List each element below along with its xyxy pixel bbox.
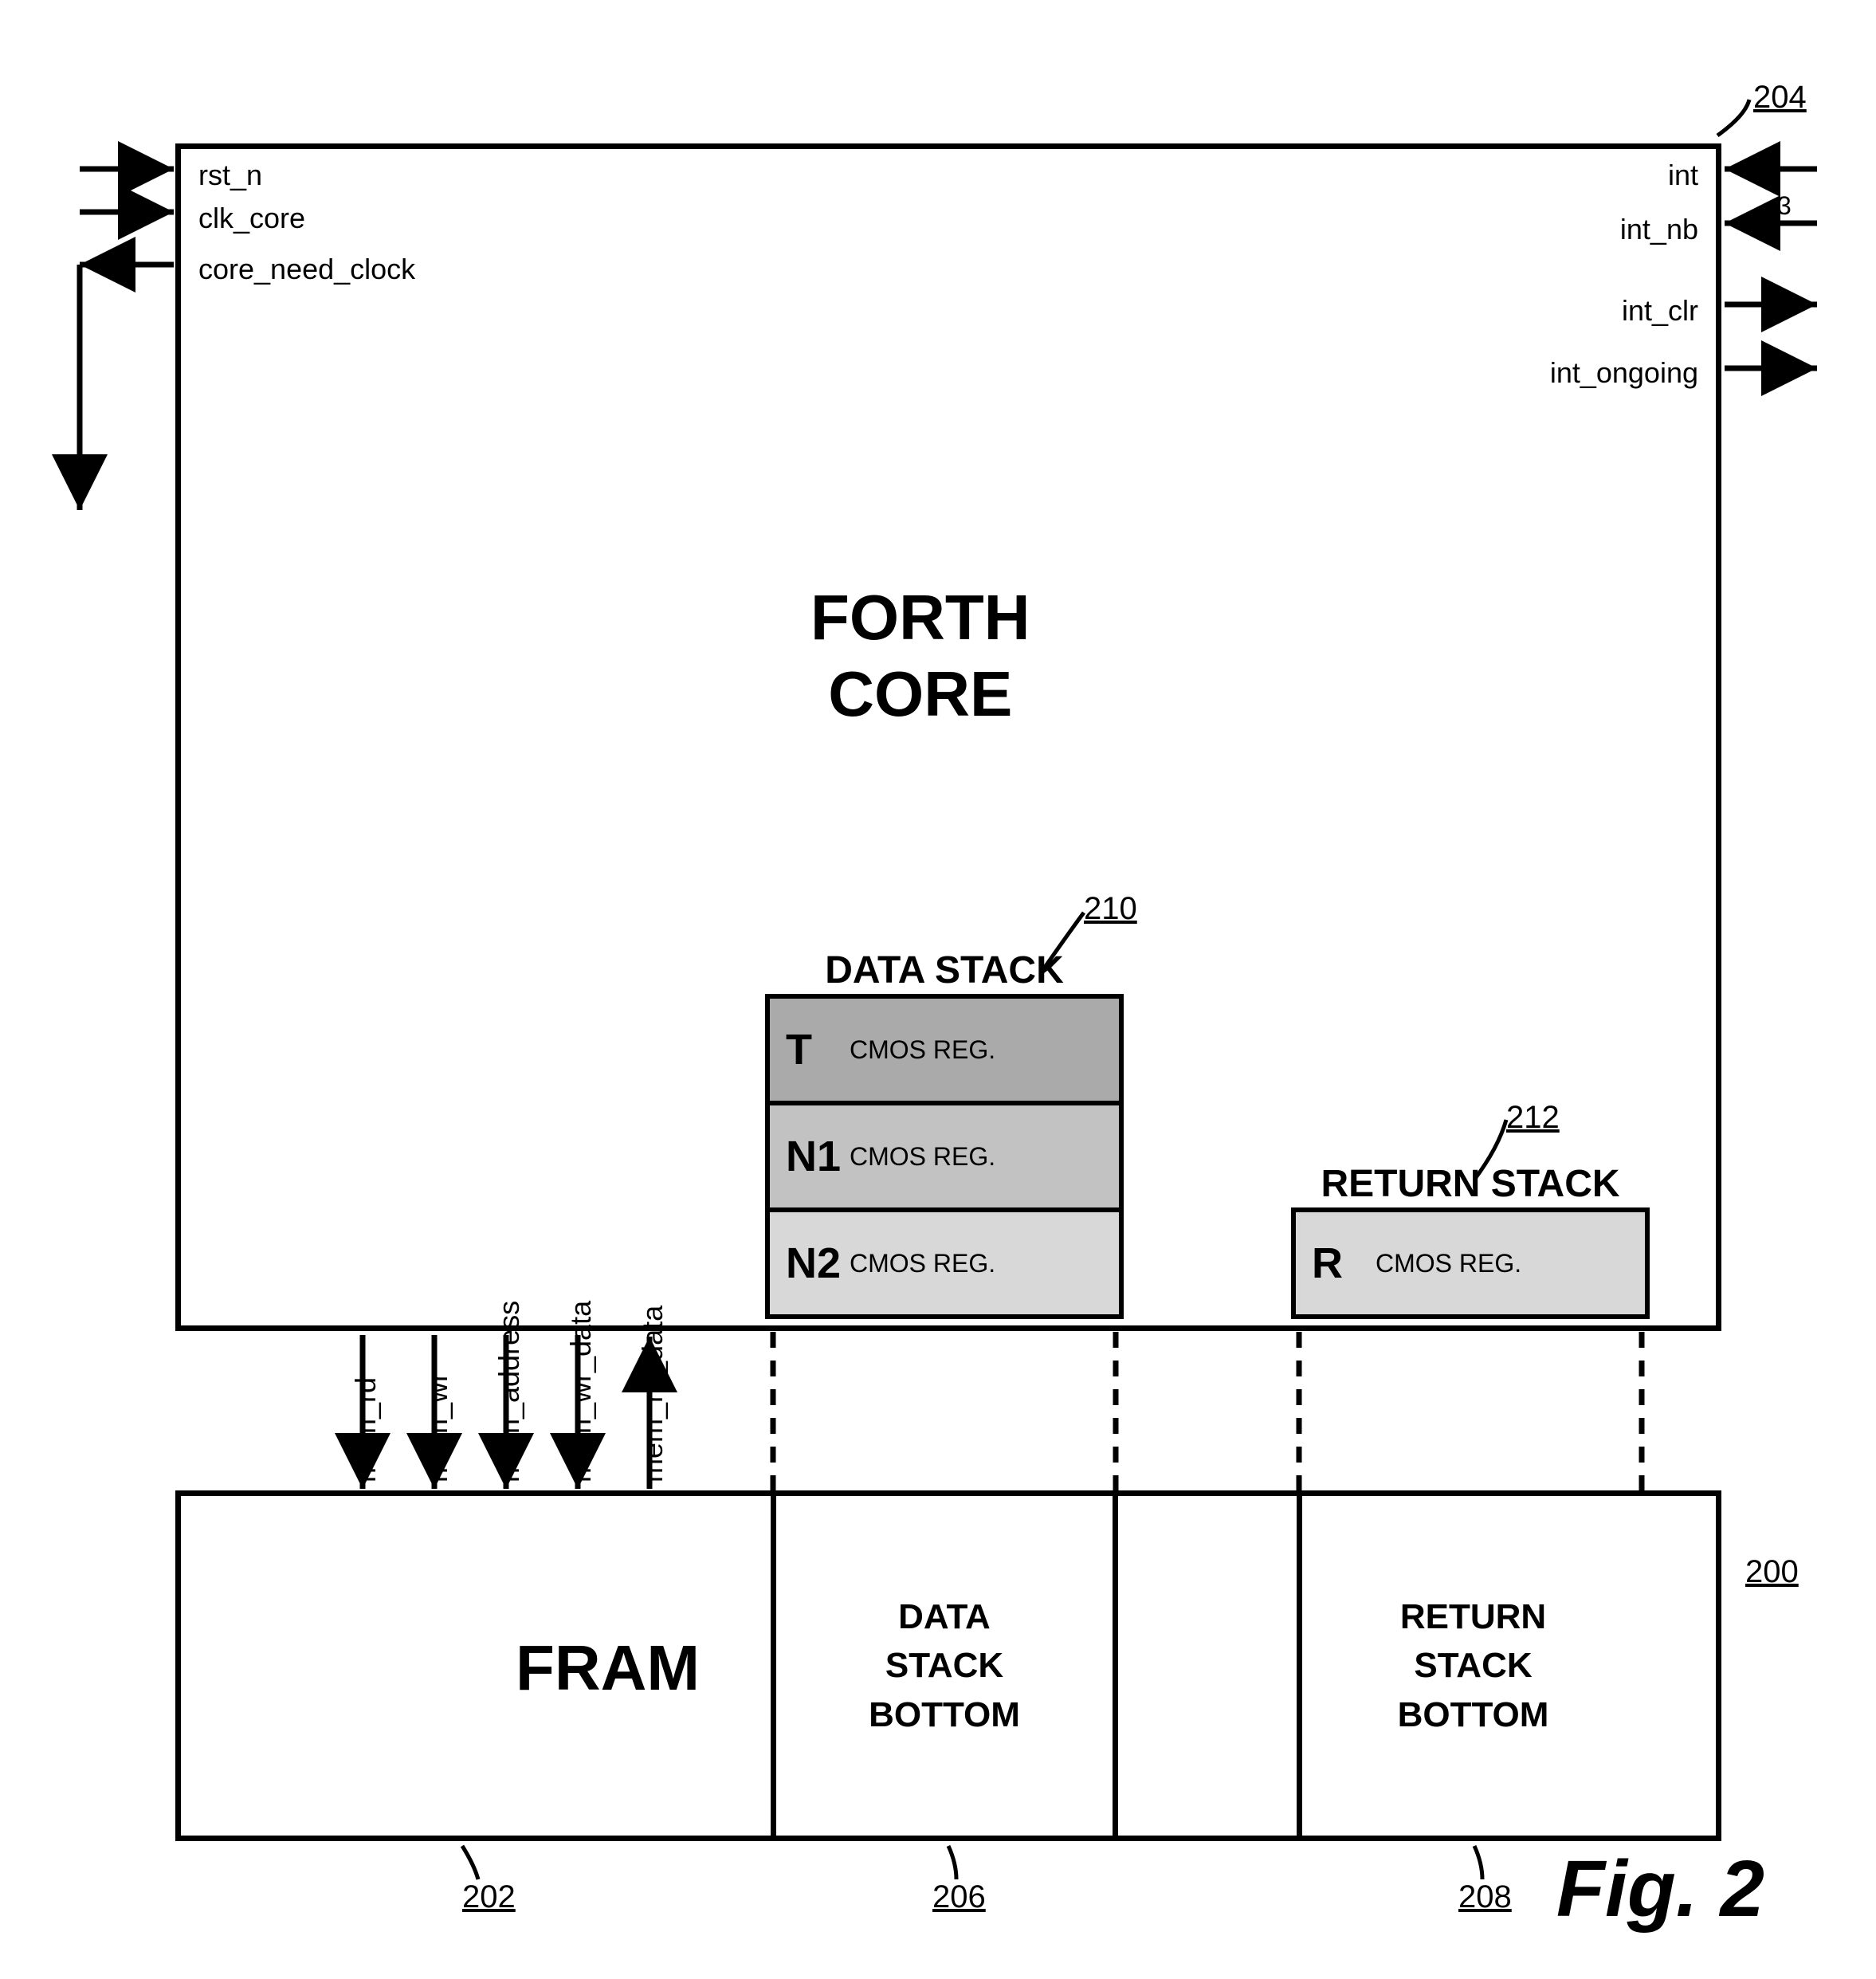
sig-int-nb: int_nb [1620,213,1698,246]
reg-n1-label: N1 [786,1132,850,1181]
sig-mem-rd: mem_rd [349,1377,383,1482]
ref-210: 210 [1084,891,1137,927]
reg-n2: N2 CMOS REG. [765,1207,1124,1319]
rs-bottom-l2: STACK [1414,1641,1532,1690]
figure-label: Fig. 2 [1556,1844,1764,1935]
data-stack-top: DATA STACK T CMOS REG. N1 CMOS REG. N2 C… [765,948,1124,1319]
data-stack-title: DATA STACK [765,948,1124,992]
ds-bottom-l2: STACK [885,1641,1003,1690]
ref-204: 204 [1753,80,1807,116]
sig-core-need-clock: core_need_clock [198,253,415,286]
rs-bottom-l3: BOTTOM [1398,1690,1549,1740]
reg-t: T CMOS REG. [765,994,1124,1105]
ds-bottom-l3: BOTTOM [869,1690,1020,1740]
reg-r-sub: CMOS REG. [1376,1249,1521,1278]
forth-core-diagram: FORTH CORE rst_n clk_core core_need_cloc… [32,32,1844,1947]
reg-t-sub: CMOS REG. [850,1035,995,1065]
fram-label: FRAM [516,1631,700,1705]
return-stack-top: RETURN STACK R CMOS REG. [1291,1162,1650,1319]
ref-200: 200 [1745,1554,1799,1590]
sig-mem-wr: mem_wr [421,1372,454,1482]
return-stack-bottom: RETURN STACK BOTTOM [1297,1490,1644,1841]
reg-n2-label: N2 [786,1239,850,1288]
forth-core-title-l2: CORE [828,658,1012,729]
reg-n2-sub: CMOS REG. [850,1249,995,1278]
forth-core-title: FORTH CORE [810,579,1030,732]
data-stack-bottom: DATA STACK BOTTOM [771,1490,1118,1841]
return-stack-title: RETURN STACK [1291,1162,1650,1206]
reg-t-label: T [786,1025,850,1074]
ds-bottom-l1: DATA [898,1592,991,1642]
reg-r-label: R [1312,1239,1376,1288]
sig-rst-n: rst_n [198,159,262,192]
reg-n1: N1 CMOS REG. [765,1101,1124,1212]
sig-mem-address: mem_address [493,1301,526,1482]
ref-202: 202 [462,1879,516,1915]
sig-mem-rd-data: mem_rd_data [636,1306,669,1482]
rs-bottom-l1: RETURN [1400,1592,1546,1642]
forth-core-title-l1: FORTH [810,582,1030,653]
bus-width-3: 3 [1777,191,1792,221]
sig-mem-wr-data: mem_wr_data [564,1301,598,1482]
sig-int-clr: int_clr [1622,294,1698,328]
sig-int-ongoing: int_ongoing [1550,356,1698,390]
reg-r: R CMOS REG. [1291,1207,1650,1319]
reg-n1-sub: CMOS REG. [850,1142,995,1172]
ref-212: 212 [1506,1100,1560,1136]
ref-208: 208 [1458,1879,1512,1915]
ref-206: 206 [932,1879,986,1915]
sig-int: int [1668,159,1698,192]
sig-clk-core: clk_core [198,202,305,235]
